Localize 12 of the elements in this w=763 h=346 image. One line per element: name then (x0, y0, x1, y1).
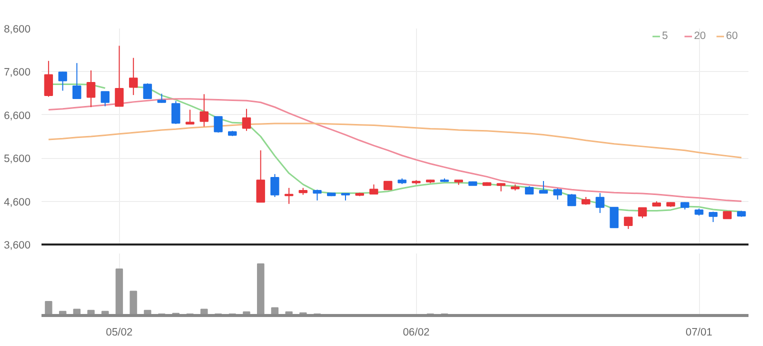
x-tick-label: 07/01 (686, 326, 712, 338)
y-tick-label: 4,600 (4, 196, 31, 208)
legend-label: 5 (662, 30, 669, 42)
y-tick-label: 5,600 (4, 153, 31, 166)
y-tick-label: 3,600 (4, 240, 31, 252)
legend-label: 60 (726, 30, 739, 42)
legend-label: 20 (694, 30, 707, 42)
y-tick-label: 7,600 (4, 66, 31, 79)
y-tick-label: 6,600 (4, 110, 31, 122)
x-tick-label: 05/02 (106, 326, 133, 338)
x-tick-label: 06/02 (402, 326, 430, 338)
y-tick-label: 8,600 (4, 24, 31, 36)
